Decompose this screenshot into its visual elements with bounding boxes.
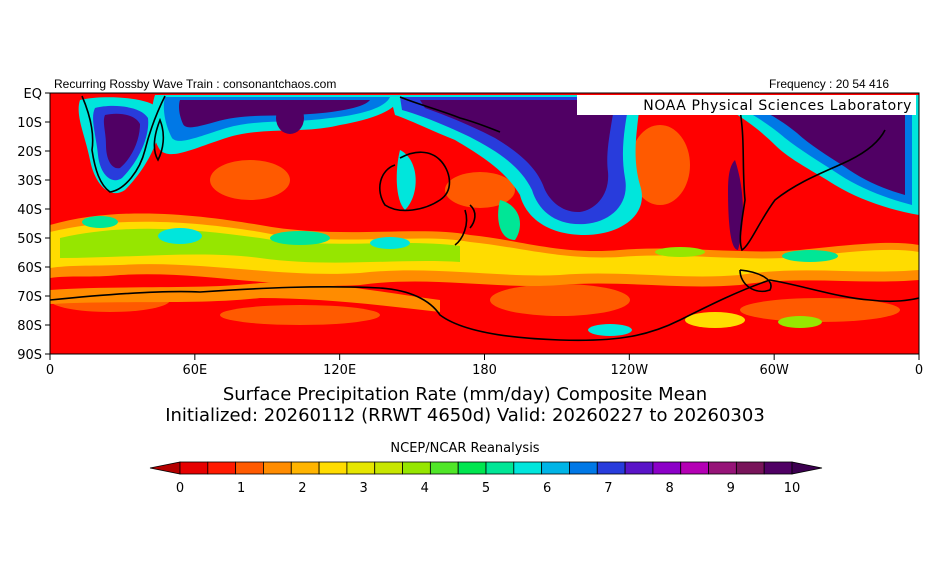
coastlines [50,95,919,342]
title-line-2: Initialized: 20260112 (RRWT 4650d) Valid… [165,405,765,426]
heavy-precip-indian-ocean [151,95,400,155]
lat-label: 50S [17,232,42,247]
colorbar-box [179,461,209,475]
source-label: NCEP/NCAR Reanalysis [390,441,540,456]
colorbar-box [652,461,682,475]
colorbar-label: 4 [421,481,429,496]
heavy-precip-south-america [720,95,919,250]
colorbar-box [485,461,515,475]
lon-label: 0 [46,363,54,378]
colorbar-label: 7 [604,481,612,496]
colorbar-label: 9 [727,481,735,496]
colorbar-box [735,461,765,475]
lat-label: EQ [24,87,42,102]
low-precip-patches [50,125,900,325]
colorbar-label: 3 [359,481,367,496]
colorbar-label: 5 [482,481,490,496]
lat-label: 60S [17,261,42,276]
colorbar-box [569,461,598,475]
colorbar-box [235,461,264,475]
lon-label: 60W [759,363,789,378]
colorbar-label: 10 [784,481,801,496]
colorbar-box [290,461,320,475]
colorbar-high-arrow [791,461,823,475]
colorbar-box [429,461,459,475]
antarctic-peninsula-coast [739,269,772,292]
lon-label: 180 [472,363,497,378]
lat-label: 10S [17,116,42,131]
lat-label: 70S [17,290,42,305]
colorbar-box [513,461,543,475]
colorbar-labels: 0 1 2 3 4 5 6 7 8 9 10 [176,481,800,496]
colorbar-box [624,461,654,475]
heavy-precip-spcz [390,95,642,240]
lon-label: 120W [610,363,648,378]
colorbar-box [596,461,626,475]
madagascar-coast [153,117,165,162]
lat-label: 40S [17,203,42,218]
heavy-precip-africa [78,97,161,194]
storm-track-band [50,213,919,287]
colorbar-box [346,461,376,475]
colorbar-box [402,461,431,475]
antarctic-band [50,282,822,336]
lat-label: 90S [17,348,42,363]
header-frequency-text: Frequency : 20 54 416 [769,77,890,91]
lab-label: NOAA Physical Sciences Laboratory [643,98,912,114]
africa-coast [81,95,166,193]
colorbar-box [207,461,237,475]
colorbar-label: 1 [237,481,245,496]
colorbar-box [318,461,348,475]
lat-label: 80S [17,319,42,334]
lat-label: 30S [17,174,42,189]
colorbar-label: 6 [543,481,551,496]
maritime-continent-coast [399,96,501,133]
title-line-1: Surface Precipitation Rate (mm/day) Comp… [222,384,708,405]
colorbar-box [457,461,487,475]
colorbar-label: 2 [298,481,306,496]
lab-label-box [577,95,916,115]
colorbar-box [763,461,793,475]
longitude-axis: 0 60E 120E 180 120W 60W 0 [46,354,923,378]
map-field: NOAA Physical Sciences Laboratory [50,93,919,354]
new-zealand-coast [454,204,476,246]
colorbar-box [708,461,737,475]
south-america-coast [739,109,886,252]
colorbar-label: 8 [665,481,673,496]
colorbar-box [374,461,403,475]
antarctica-coast [50,279,919,342]
colorbar-label: 0 [176,481,184,496]
lat-label: 20S [17,145,42,160]
colorbar-box [541,461,570,475]
colorbar-box [680,461,709,475]
colorbar-low-arrow [149,461,181,475]
lon-label: 60E [182,363,207,378]
australia-coast [379,151,451,212]
lon-label: 120E [323,363,356,378]
lon-label: 0 [915,363,923,378]
header-left-text: Recurring Rossby Wave Train : consonantc… [54,77,337,91]
latitude-axis: EQ 10S 20S 30S 40S 50S 60S 70S 80S 90S [17,87,50,363]
colorbar-box [263,461,292,475]
colorbar-boxes [149,461,823,475]
